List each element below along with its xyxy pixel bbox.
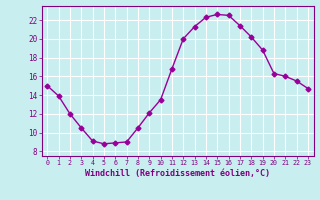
X-axis label: Windchill (Refroidissement éolien,°C): Windchill (Refroidissement éolien,°C) [85,169,270,178]
